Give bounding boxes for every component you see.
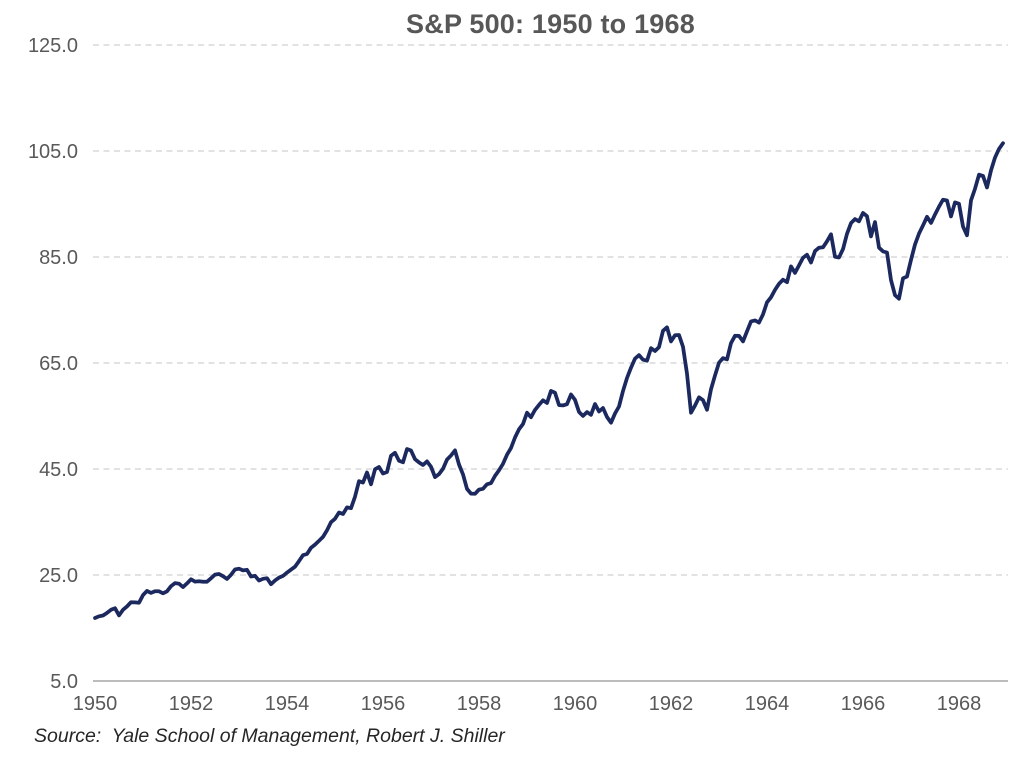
x-axis-tick-label: 1954 — [265, 693, 310, 715]
y-axis-tick-label: 125.0 — [28, 35, 78, 57]
source-note: Source: Yale School of Management, Rober… — [34, 725, 505, 747]
y-axis-tick-label: 65.0 — [39, 353, 78, 375]
y-axis-tick-label: 25.0 — [39, 565, 78, 587]
chart-title: S&P 500: 1950 to 1968 — [406, 9, 695, 39]
x-axis-tick-label: 1968 — [937, 693, 982, 715]
x-axis-tick-label: 1958 — [457, 693, 502, 715]
y-axis-tick-label: 105.0 — [28, 141, 78, 163]
x-axis-tick-label: 1966 — [841, 693, 886, 715]
x-axis-tick-label: 1964 — [745, 693, 790, 715]
x-axis-tick-label: 1956 — [361, 693, 406, 715]
x-axis-tick-label: 1962 — [649, 693, 694, 715]
y-axis-tick-label: 45.0 — [39, 459, 78, 481]
x-axis-tick-label: 1960 — [553, 693, 598, 715]
y-axis-tick-label: 85.0 — [39, 247, 78, 269]
sp500-data-line — [93, 141, 1005, 620]
y-axis-tick-label: 5.0 — [50, 671, 78, 693]
x-axis-tick-label: 1952 — [169, 693, 214, 715]
x-axis-tick-label: 1950 — [73, 693, 118, 715]
